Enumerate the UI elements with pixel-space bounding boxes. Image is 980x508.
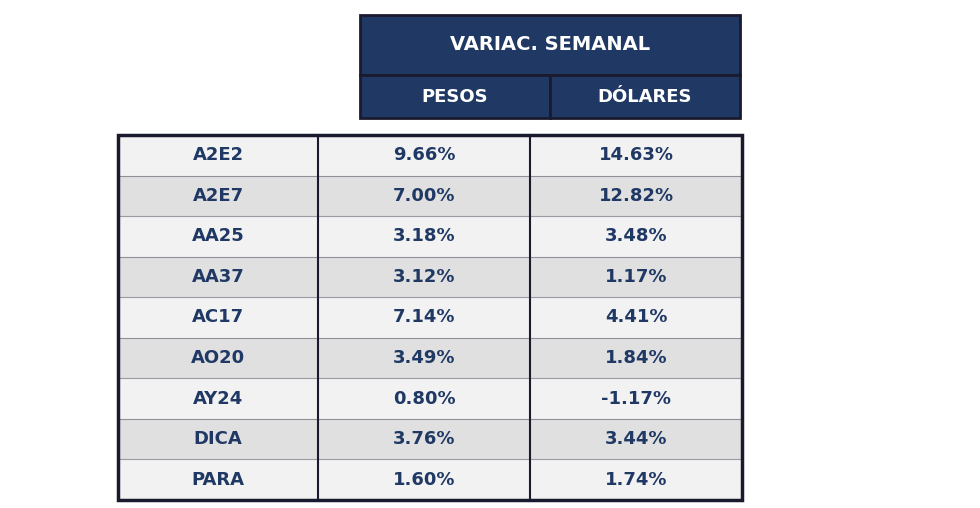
Bar bbox=[360, 15, 740, 75]
Text: 3.12%: 3.12% bbox=[393, 268, 456, 286]
Bar bbox=[118, 135, 742, 500]
Text: AC17: AC17 bbox=[192, 308, 244, 327]
Text: 4.41%: 4.41% bbox=[605, 308, 667, 327]
Text: DÓLARES: DÓLARES bbox=[598, 87, 692, 106]
Bar bbox=[118, 257, 742, 297]
Text: 3.44%: 3.44% bbox=[605, 430, 667, 448]
Text: 1.74%: 1.74% bbox=[605, 471, 667, 489]
Text: 3.49%: 3.49% bbox=[393, 349, 456, 367]
Text: 1.84%: 1.84% bbox=[605, 349, 667, 367]
Bar bbox=[118, 459, 742, 500]
Text: VARIAC. SEMANAL: VARIAC. SEMANAL bbox=[450, 36, 650, 54]
Text: AO20: AO20 bbox=[191, 349, 245, 367]
Text: 12.82%: 12.82% bbox=[599, 187, 673, 205]
Text: 9.66%: 9.66% bbox=[393, 146, 456, 164]
Text: DICA: DICA bbox=[194, 430, 242, 448]
Bar bbox=[118, 176, 742, 216]
Text: 7.00%: 7.00% bbox=[393, 187, 456, 205]
Text: PESOS: PESOS bbox=[421, 87, 488, 106]
Bar bbox=[118, 135, 742, 176]
Bar bbox=[360, 75, 550, 118]
Text: 3.18%: 3.18% bbox=[393, 228, 456, 245]
Bar bbox=[118, 297, 742, 338]
Text: 3.76%: 3.76% bbox=[393, 430, 456, 448]
Text: 0.80%: 0.80% bbox=[393, 390, 456, 407]
Bar bbox=[118, 338, 742, 378]
Bar bbox=[118, 216, 742, 257]
Bar bbox=[118, 378, 742, 419]
Text: A2E7: A2E7 bbox=[192, 187, 244, 205]
Text: 1.60%: 1.60% bbox=[393, 471, 456, 489]
Bar bbox=[118, 419, 742, 459]
Text: 1.17%: 1.17% bbox=[605, 268, 667, 286]
Text: AY24: AY24 bbox=[193, 390, 243, 407]
Text: PARA: PARA bbox=[191, 471, 244, 489]
Text: A2E2: A2E2 bbox=[192, 146, 244, 164]
Text: -1.17%: -1.17% bbox=[601, 390, 671, 407]
Bar bbox=[550, 75, 740, 118]
Text: AA25: AA25 bbox=[192, 228, 244, 245]
Text: 3.48%: 3.48% bbox=[605, 228, 667, 245]
Text: AA37: AA37 bbox=[192, 268, 244, 286]
Text: 14.63%: 14.63% bbox=[599, 146, 673, 164]
Text: 7.14%: 7.14% bbox=[393, 308, 456, 327]
